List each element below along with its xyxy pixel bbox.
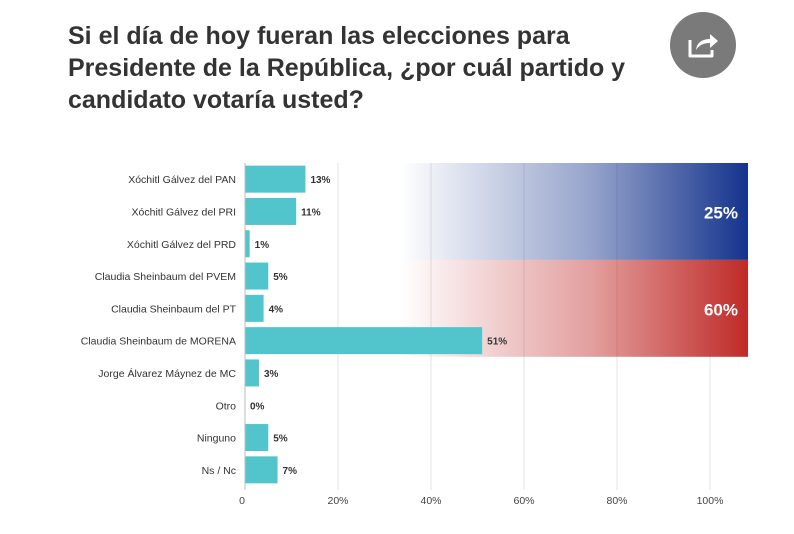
value-label: 13% <box>310 175 330 186</box>
share-button[interactable] <box>670 12 736 78</box>
total-block <box>400 163 748 260</box>
title-line: Si el día de hoy fueran las elecciones p… <box>68 22 570 50</box>
value-label: 0% <box>250 401 265 412</box>
value-label: 5% <box>273 272 288 283</box>
category-label: Xóchitl Gálvez del PRI <box>132 206 236 218</box>
bar <box>245 456 278 484</box>
value-label: 51% <box>487 337 507 348</box>
x-tick-label: 100% <box>697 495 724 507</box>
title-line: Presidente de la República, ¿por cuál pa… <box>68 54 626 82</box>
share-icon <box>688 34 718 58</box>
x-tick-label: 20% <box>327 495 348 507</box>
bar <box>245 230 250 258</box>
x-tick-label: 80% <box>606 495 627 507</box>
category-label: Xóchitl Gálvez del PRD <box>127 239 237 251</box>
total-label: 60% <box>704 300 738 319</box>
x-tick-label: 0 <box>239 495 245 507</box>
title-line: candidato votaría usted? <box>68 86 364 114</box>
bar <box>245 165 306 193</box>
category-label: Otro <box>216 400 237 412</box>
category-label: Claudia Sheinbaum del PVEM <box>95 271 236 283</box>
bar <box>245 294 264 322</box>
chart-title: Si el día de hoy fueran las elecciones p… <box>68 20 678 116</box>
value-label: 7% <box>283 466 298 477</box>
category-label: Xóchitl Gálvez del PAN <box>128 174 236 186</box>
value-label: 3% <box>264 369 279 380</box>
value-label: 4% <box>269 304 284 315</box>
category-label: Claudia Sheinbaum de MORENA <box>81 336 236 348</box>
bar <box>245 262 269 290</box>
category-label: Ninguno <box>197 433 236 445</box>
value-label: 5% <box>273 434 288 445</box>
x-tick-label: 40% <box>420 495 441 507</box>
total-label: 25% <box>704 203 738 222</box>
bar <box>245 327 483 355</box>
category-label: Jorge Álvarez Máynez de MC <box>98 367 236 380</box>
category-label: Claudia Sheinbaum del PT <box>111 303 236 315</box>
value-label: 11% <box>301 207 321 218</box>
category-label: Ns / Nc <box>202 465 236 477</box>
bar <box>245 359 259 387</box>
bar <box>245 424 269 452</box>
x-tick-label: 60% <box>513 495 534 507</box>
value-label: 1% <box>255 240 270 251</box>
bar <box>245 197 297 225</box>
